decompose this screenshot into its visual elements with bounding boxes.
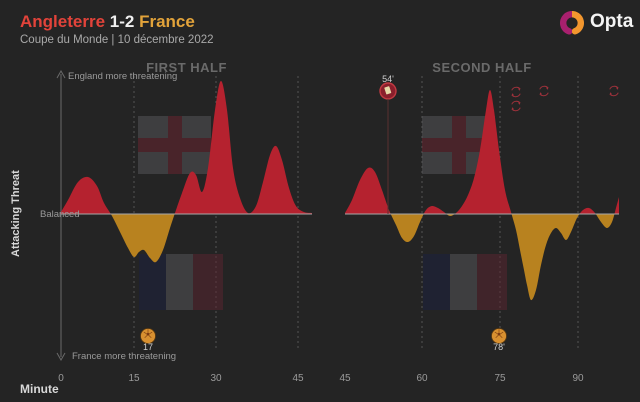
svg-text:45: 45 [339, 373, 351, 384]
svg-text:England more threatening: England more threatening [68, 71, 177, 82]
svg-text:75: 75 [494, 373, 506, 384]
svg-text:0: 0 [58, 373, 64, 384]
svg-text:60: 60 [416, 373, 428, 384]
svg-text:30: 30 [210, 373, 222, 384]
svg-text:France more threatening: France more threatening [72, 351, 176, 362]
svg-text:90: 90 [572, 373, 584, 384]
svg-text:78': 78' [493, 342, 505, 352]
svg-text:17: 17 [143, 342, 153, 352]
svg-text:45: 45 [292, 373, 304, 384]
svg-text:15: 15 [128, 373, 140, 384]
svg-text:Balanced: Balanced [40, 209, 80, 220]
